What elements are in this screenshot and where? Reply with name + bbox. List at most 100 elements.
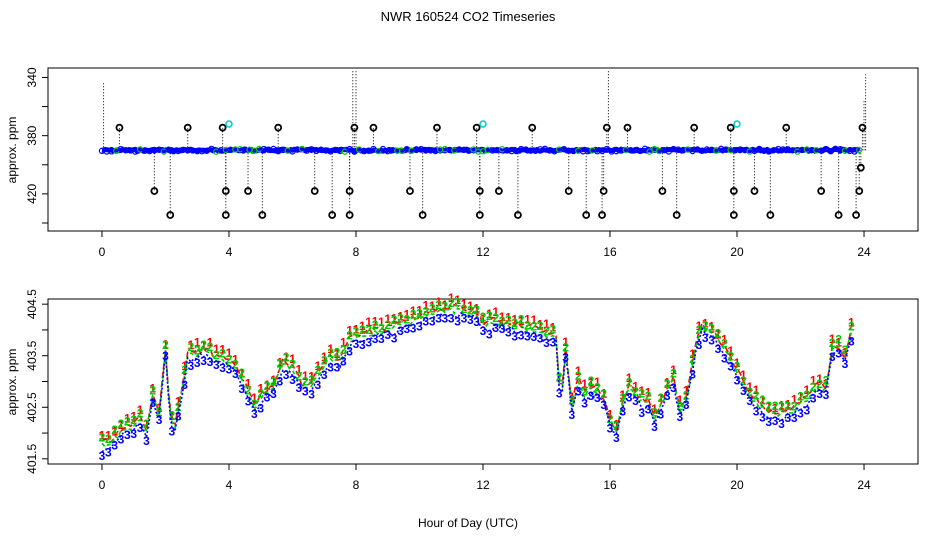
series-3-marker: 3 <box>295 381 302 395</box>
series-3-marker: 3 <box>511 330 518 344</box>
series-3-marker: 3 <box>753 404 760 418</box>
series-2-marker: 2 <box>289 357 296 371</box>
series-3-marker: 3 <box>600 398 607 412</box>
series-2-marker: 2 <box>391 313 398 327</box>
series-3-marker: 3 <box>391 332 398 346</box>
series-2-marker: 2 <box>384 318 391 332</box>
series-1-marker: 1 <box>308 369 315 383</box>
series-1-marker: 1 <box>454 293 461 307</box>
series-2-marker: 2 <box>670 367 677 381</box>
series-2-marker: 2 <box>651 406 658 420</box>
series-3-marker: 3 <box>765 415 772 429</box>
series-1-marker: 1 <box>505 311 512 325</box>
series-2-marker: 2 <box>702 318 709 332</box>
series-3-marker: 3 <box>804 403 811 417</box>
series-3-marker: 3 <box>797 407 804 421</box>
top-outlier-marker <box>221 211 230 219</box>
series-2-marker: 2 <box>219 346 226 360</box>
series-1-marker: 1 <box>734 356 741 370</box>
series-3-marker: 3 <box>105 446 112 460</box>
series-1-marker: 1 <box>524 312 531 326</box>
series-2-marker: 2 <box>264 379 271 393</box>
top-x-tick-label: 8 <box>353 245 360 259</box>
top-outlier-marker <box>766 211 775 219</box>
series-1-marker: 1 <box>321 350 328 364</box>
figure-title: NWR 160524 CO2 Timeseries <box>381 9 556 24</box>
series-3-marker: 3 <box>448 312 455 326</box>
series-3-marker: 3 <box>276 374 283 388</box>
series-3-marker: 3 <box>632 394 639 408</box>
series-3-marker: 3 <box>581 396 588 410</box>
series-3-marker: 3 <box>670 381 677 395</box>
series-1-marker: 1 <box>537 318 544 332</box>
series-1-marker: 1 <box>721 332 728 346</box>
top-outlier-marker <box>406 187 414 195</box>
series-3-marker: 3 <box>835 347 842 361</box>
series-1-marker: 1 <box>118 418 125 432</box>
series-1-marker: 1 <box>638 384 645 398</box>
top-cyan-marker <box>225 120 233 128</box>
series-1-marker: 1 <box>245 376 252 390</box>
series-2-marker: 2 <box>238 366 245 380</box>
series-2-marker: 2 <box>804 388 811 402</box>
top-cyan-marker <box>479 120 487 128</box>
series-1-marker: 1 <box>626 371 633 385</box>
series-1-marker: 1 <box>467 299 474 313</box>
series-3-marker: 3 <box>130 427 137 441</box>
series-3-marker: 3 <box>683 398 690 412</box>
series-3-marker: 3 <box>397 324 404 338</box>
series-2-marker: 2 <box>359 323 366 337</box>
series-1-marker: 1 <box>530 313 537 327</box>
top-outlier-marker <box>672 211 681 219</box>
bottom-y-axis-label: approx. ppm <box>5 349 19 416</box>
series-1-marker: 1 <box>645 386 652 400</box>
series-3-marker: 3 <box>651 420 658 434</box>
series-2-marker: 2 <box>772 399 779 413</box>
series-3-marker: 3 <box>588 389 595 403</box>
series-2-marker: 2 <box>353 324 360 338</box>
series-2-marker: 2 <box>283 351 290 365</box>
top-outlier-marker <box>690 123 699 132</box>
series-1-marker: 1 <box>778 399 785 413</box>
top-outlier-markers <box>115 120 867 219</box>
series-3-marker: 3 <box>315 378 322 392</box>
series-2-marker: 2 <box>708 321 715 335</box>
series-2-marker: 2 <box>118 417 125 431</box>
series-3-marker: 3 <box>543 336 550 350</box>
top-outlier-marker <box>729 187 738 195</box>
series-2-marker: 2 <box>143 417 150 431</box>
series-3-marker: 3 <box>188 359 195 373</box>
series-2-marker: 2 <box>365 323 372 337</box>
series-3-marker: 3 <box>550 335 557 349</box>
series-2-marker: 2 <box>124 415 131 429</box>
series-2-marker: 2 <box>302 374 309 388</box>
series-1-marker: 1 <box>448 291 455 305</box>
series-2-marker: 2 <box>499 314 506 328</box>
top-y-axis: 340 380 420 <box>25 67 48 224</box>
series-3-marker: 3 <box>137 421 144 435</box>
series-2-marker: 2 <box>181 363 188 377</box>
series-3-marker: 3 <box>175 409 182 423</box>
top-outlier-marker <box>858 123 867 132</box>
series-2-marker: 2 <box>346 329 353 343</box>
series-3-marker: 3 <box>111 438 118 452</box>
series-3-marker: 3 <box>302 384 309 398</box>
top-outlier-marker <box>623 123 632 132</box>
series-1-marker: 1 <box>835 335 842 349</box>
top-outlier-marker <box>855 187 864 195</box>
series-3-marker: 3 <box>486 328 493 342</box>
series-2-marker: 2 <box>168 408 175 422</box>
series-2-marker: 2 <box>721 337 728 351</box>
series-1-marker: 1 <box>848 315 855 329</box>
top-outlier-marker <box>564 187 573 195</box>
series-3-marker: 3 <box>257 402 264 416</box>
series-3-marker: 3 <box>118 433 125 447</box>
top-outlier-marker <box>218 123 227 132</box>
series-2-marker: 2 <box>715 326 722 340</box>
series-3-marker: 3 <box>823 388 830 402</box>
series-2-marker: 2 <box>435 298 442 312</box>
top-outlier-marker <box>345 211 354 219</box>
series-2-marker: 2 <box>848 320 855 334</box>
series-1-marker: 1 <box>632 379 639 393</box>
series-1-marker: 1 <box>499 310 506 324</box>
